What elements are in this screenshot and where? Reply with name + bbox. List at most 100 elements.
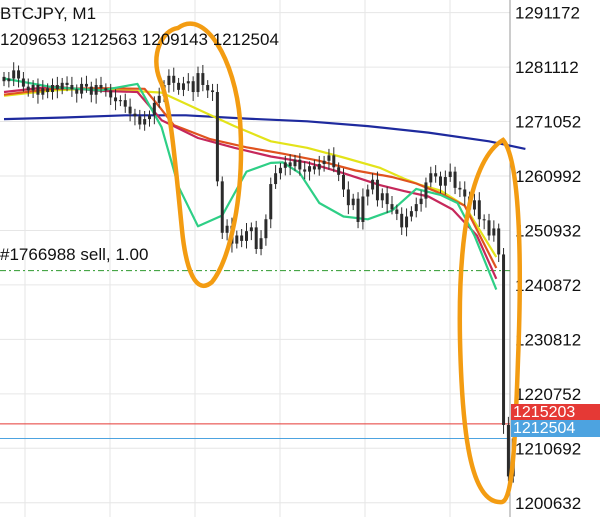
candle-body [443, 177, 447, 186]
candle-body [497, 228, 501, 255]
candle-body [322, 160, 326, 165]
candle-body [118, 100, 122, 102]
candle-body [453, 171, 457, 188]
candle-body [298, 159, 302, 170]
candle-body [177, 82, 181, 90]
candle-body [283, 162, 287, 168]
candle-body [366, 189, 370, 197]
candle-body [211, 90, 215, 93]
y-tick-label: 1260992 [515, 167, 581, 186]
candle-body [245, 231, 248, 241]
candle-body [332, 155, 336, 168]
candle-body [75, 89, 79, 94]
moving-average-line [3, 77, 498, 291]
candle-body [312, 166, 316, 170]
candle-body [114, 97, 118, 102]
candle-body [36, 84, 40, 95]
candle-body [240, 235, 244, 241]
candle-body [269, 184, 273, 220]
candle-body [472, 200, 476, 210]
candle-body [259, 238, 263, 250]
candle-body [128, 106, 132, 114]
candle-body [395, 209, 399, 214]
y-tick-label: 1200632 [515, 494, 581, 513]
candle-body [429, 173, 433, 183]
moving-average-line [3, 114, 526, 150]
candle-body [157, 95, 161, 103]
candle-body [220, 181, 224, 233]
candle-body [17, 70, 21, 79]
candle-body [414, 204, 418, 212]
candle-body [2, 76, 6, 82]
candle-body [55, 84, 59, 90]
candle-body [264, 219, 268, 239]
candle-body [148, 115, 151, 120]
candle-body [448, 171, 452, 178]
candle-body [191, 81, 195, 93]
order-label[interactable]: #1766988 sell, 1.00 [0, 245, 149, 264]
annotation-circle-left [154, 21, 244, 289]
y-tick-label: 1230812 [515, 330, 581, 349]
candle-body [235, 235, 239, 244]
y-tick-label: 1271052 [515, 113, 581, 132]
candle-body [12, 70, 16, 79]
candle-body [303, 169, 307, 172]
candle-body [46, 88, 50, 93]
y-tick-label: 1281112 [515, 58, 579, 77]
candle-body [104, 88, 108, 91]
bid-price-tag: 1212504 [511, 420, 600, 437]
annotation-circle-right [457, 137, 522, 505]
moving-average-line [3, 85, 498, 280]
candle-body [351, 198, 355, 206]
candle-body [31, 84, 35, 91]
candle-body [385, 193, 389, 205]
candle-body [477, 200, 481, 220]
candle-body [65, 82, 69, 85]
candle-body [84, 83, 88, 87]
candle-body [506, 424, 510, 477]
candle-body [249, 227, 253, 232]
y-tick-label: 1240872 [515, 276, 581, 295]
symbol-timeframe: BTCJPY, M1 [0, 4, 97, 23]
candle-body [288, 162, 292, 167]
candle-body [439, 176, 442, 186]
candle-body [94, 84, 98, 95]
moving-average-line [3, 87, 498, 258]
ask-price-tag: 1215203 [511, 404, 600, 421]
candle-body [293, 159, 297, 167]
candle-body [201, 73, 205, 85]
candle-body [186, 81, 190, 84]
candle-body [390, 204, 394, 210]
candle-body [51, 84, 54, 93]
candle-body [274, 173, 278, 185]
candle-body [133, 113, 137, 117]
candle-body [225, 225, 229, 233]
candle-body [424, 182, 428, 199]
candle-body [123, 100, 127, 107]
candle-body [80, 83, 84, 94]
candle-body [308, 166, 312, 172]
candle-body [342, 174, 345, 190]
candle-body [215, 92, 219, 182]
candle-body [463, 189, 467, 197]
candle-body [89, 86, 93, 95]
candle-body [60, 82, 64, 90]
candle-body [7, 78, 11, 82]
candle-body [70, 84, 74, 90]
candle-body [317, 164, 321, 170]
y-tick-label: 1220752 [515, 385, 581, 404]
candle-body [361, 196, 365, 222]
candle-body [434, 173, 438, 177]
candle-body [487, 220, 491, 236]
candle-body [405, 216, 409, 228]
candle-body [41, 88, 45, 95]
candle-body [99, 84, 103, 89]
candle-body [181, 83, 185, 90]
candle-body [172, 75, 176, 83]
candle-body [167, 75, 171, 85]
candle-body [21, 78, 25, 87]
candle-body [371, 179, 375, 190]
candle-body [143, 119, 147, 125]
